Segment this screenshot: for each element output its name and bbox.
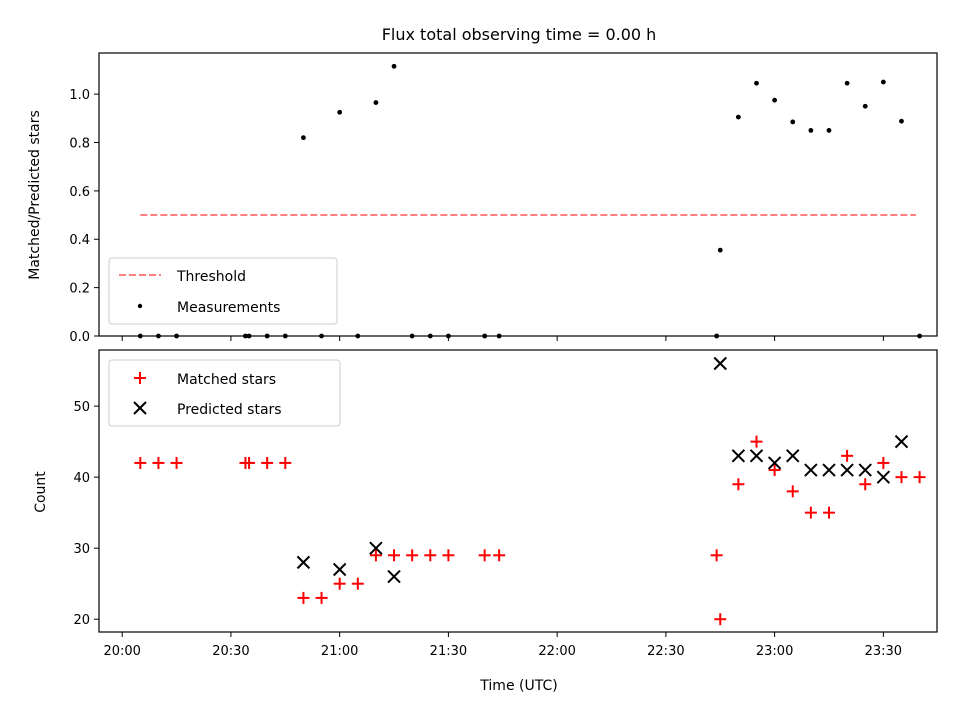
predicted-star-point bbox=[749, 449, 764, 463]
bottom-legend-box bbox=[108, 359, 341, 427]
predicted-star-point bbox=[876, 470, 891, 484]
matched-star-point bbox=[406, 549, 419, 562]
predicted-star-point bbox=[731, 449, 746, 463]
top-y-tick-label: 1.0 bbox=[69, 88, 90, 103]
top-panel: 0.0 0.2 0.4 0.6 0.8 1.0 Matched/Predicted sta… bbox=[27, 52, 938, 345]
matched-star-point bbox=[913, 471, 926, 484]
predicted-star-point bbox=[840, 463, 854, 477]
bottom-y-tick-label: 20 bbox=[73, 613, 90, 628]
matched-star-point bbox=[841, 449, 854, 462]
matched-star-point bbox=[333, 577, 346, 590]
x-tick-label: 23:00 bbox=[756, 644, 793, 659]
matched-star-point bbox=[297, 591, 310, 604]
measurement-point bbox=[899, 118, 904, 124]
matched-star-point bbox=[714, 613, 727, 626]
matched-star-point bbox=[768, 464, 781, 477]
measurement-point bbox=[826, 128, 832, 133]
predicted-star-point bbox=[332, 562, 347, 577]
bottom-panel: 20:00 20:30 21:00 21:30 22:00 22:30 23:00 23:30… bbox=[33, 349, 938, 694]
top-y-tick-label: 0.2 bbox=[69, 282, 90, 297]
measurement-point bbox=[337, 109, 343, 115]
bottom-y-axis-label: Count bbox=[33, 471, 49, 513]
matched-star-point bbox=[822, 506, 835, 519]
measurement-point bbox=[790, 119, 796, 125]
top-y-tick-label: 0.8 bbox=[69, 136, 90, 151]
measurement-point bbox=[844, 80, 850, 86]
matched-star-point bbox=[170, 456, 183, 469]
predicted-star-point bbox=[713, 356, 727, 371]
matched-star-point bbox=[877, 456, 890, 469]
measurement-point bbox=[862, 103, 868, 109]
matched-star-point bbox=[493, 549, 506, 562]
bottom-y-tick-label: 30 bbox=[73, 542, 90, 557]
matched-star-point bbox=[152, 456, 165, 469]
x-axis-label: Time (UTC) bbox=[479, 678, 557, 694]
matched-star-point bbox=[859, 478, 872, 491]
top-legend: Threshold Measurements bbox=[108, 257, 338, 325]
matched-star-point bbox=[261, 456, 274, 469]
x-tick-label: 20:00 bbox=[103, 644, 140, 659]
predicted-star-point bbox=[786, 449, 800, 463]
matched-star-point bbox=[750, 435, 763, 448]
top-y-axis-label: Matched/Predicted stars bbox=[27, 110, 43, 280]
legend-matched-swatch bbox=[134, 372, 146, 384]
x-tick-label: 22:00 bbox=[538, 644, 575, 659]
predicted-star-point bbox=[858, 463, 872, 477]
chart-title: Flux total observing time = 0.00 h bbox=[382, 25, 657, 44]
x-tick-label: 21:30 bbox=[430, 644, 467, 659]
measurement-point bbox=[373, 100, 379, 105]
matched-star-point bbox=[895, 471, 908, 484]
matched-star-point bbox=[351, 577, 364, 590]
measurement-point bbox=[880, 79, 886, 85]
matched-star-point bbox=[732, 478, 745, 491]
measurement-point bbox=[735, 114, 741, 120]
legend-threshold-label: Threshold bbox=[176, 269, 246, 285]
matched-star-point bbox=[315, 591, 328, 604]
matched-star-point bbox=[478, 549, 491, 562]
matched-star-point bbox=[279, 456, 292, 469]
measurement-point bbox=[391, 63, 397, 69]
predicted-star-point bbox=[767, 456, 782, 470]
matched-star-point bbox=[442, 549, 455, 562]
matched-star-point bbox=[243, 456, 256, 469]
predicted-star-point bbox=[822, 463, 836, 477]
predicted-star-point bbox=[387, 569, 401, 584]
x-tick-label: 23:30 bbox=[865, 644, 902, 659]
x-tick-label: 21:00 bbox=[321, 644, 358, 659]
top-y-tick-label: 0.6 bbox=[69, 185, 90, 200]
measurement-point bbox=[772, 97, 778, 103]
predicted-star-point bbox=[804, 463, 818, 477]
matched-star-point bbox=[369, 549, 382, 562]
matched-star-point bbox=[424, 549, 437, 562]
predicted-star-point bbox=[894, 434, 909, 449]
predicted-star-point bbox=[296, 555, 311, 570]
bottom-legend: Matched stars Predicted stars bbox=[108, 359, 341, 427]
legend-measurements-swatch bbox=[137, 303, 143, 309]
bottom-axes-frame bbox=[98, 349, 938, 633]
matched-star-point bbox=[710, 549, 723, 562]
measurement-point bbox=[301, 135, 306, 141]
bottom-y-tick-label: 40 bbox=[73, 471, 90, 486]
top-legend-box bbox=[108, 257, 338, 325]
top-axes-frame bbox=[98, 52, 938, 337]
predicted-star-point bbox=[369, 541, 383, 555]
top-y-tick-label: 0.4 bbox=[69, 233, 90, 248]
measurement-point bbox=[754, 80, 759, 86]
measurement-point bbox=[717, 247, 723, 253]
matched-star-point bbox=[804, 506, 817, 519]
x-tick-label: 22:30 bbox=[647, 644, 684, 659]
bottom-y-tick-label: 50 bbox=[73, 400, 90, 415]
legend-measurements-label: Measurements bbox=[177, 300, 280, 316]
matched-star-point bbox=[134, 456, 147, 469]
measurement-point bbox=[808, 128, 814, 133]
x-tick-label: 20:30 bbox=[212, 644, 249, 659]
matched-star-point bbox=[388, 549, 401, 562]
legend-matched-label: Matched stars bbox=[177, 372, 276, 388]
legend-predicted-swatch bbox=[133, 401, 147, 415]
legend-predicted-label: Predicted stars bbox=[177, 402, 282, 418]
top-y-tick-label: 0.0 bbox=[69, 330, 90, 345]
matched-star-point bbox=[786, 485, 799, 498]
